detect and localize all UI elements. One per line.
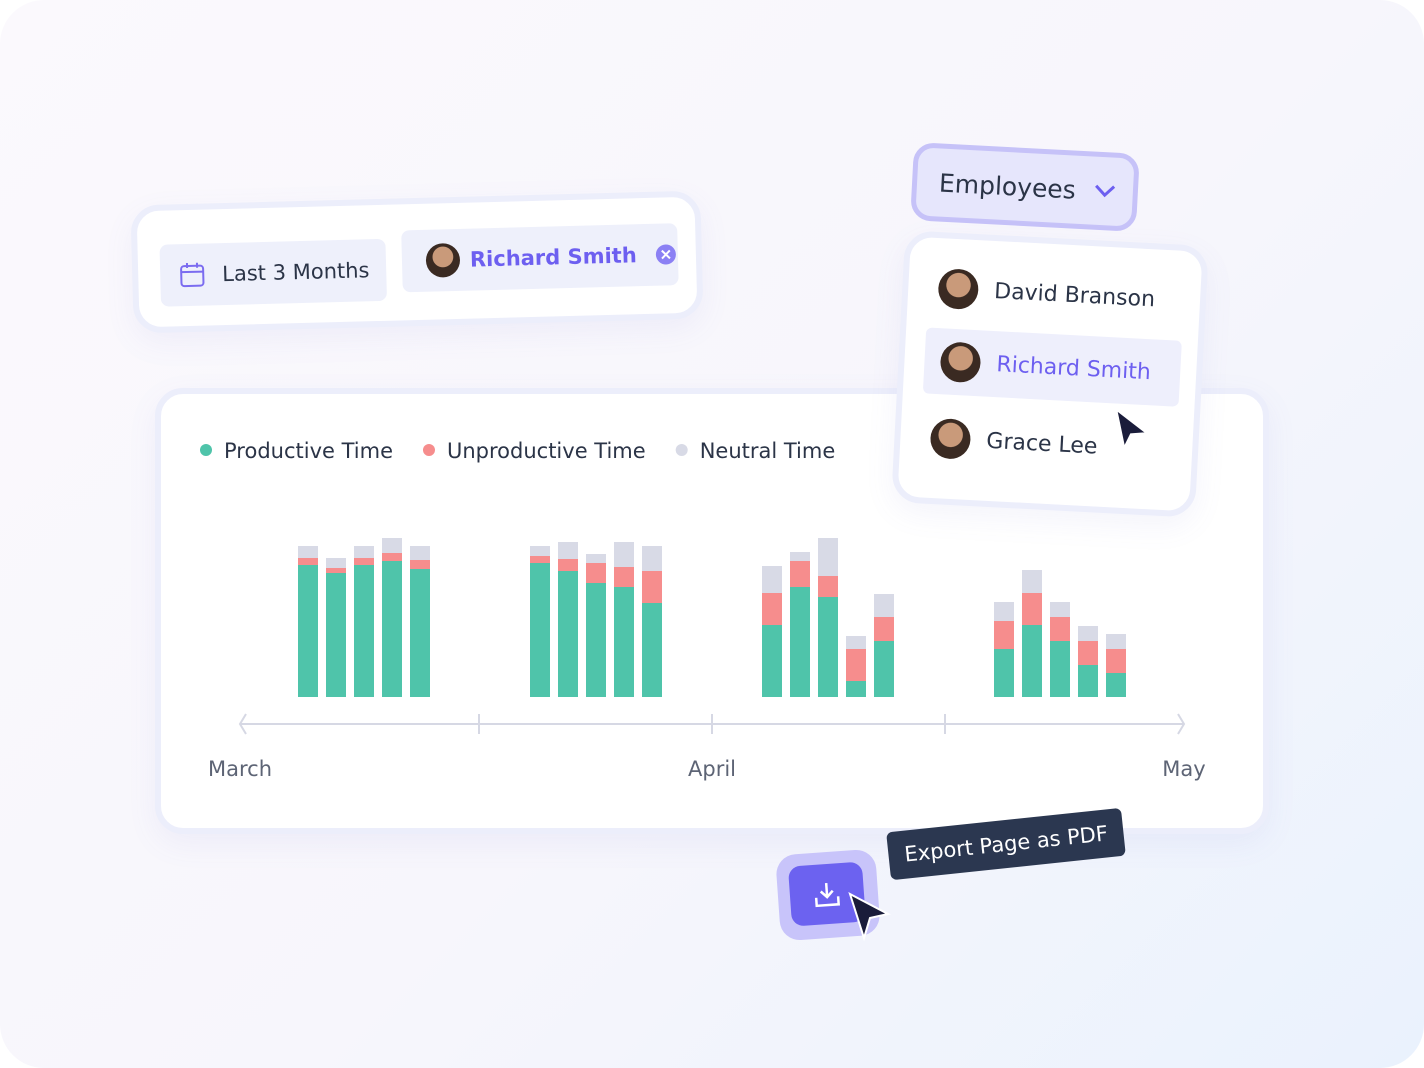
axis-arrow bbox=[238, 713, 247, 735]
bar-segment bbox=[994, 602, 1014, 621]
bar-segment bbox=[586, 563, 606, 583]
bar-segment bbox=[790, 561, 810, 587]
bar-segment bbox=[298, 565, 318, 697]
bar-segment bbox=[846, 681, 866, 697]
bar-segment bbox=[614, 567, 634, 587]
bar-segment bbox=[1078, 641, 1098, 665]
date-filter[interactable]: Last 3 Months bbox=[159, 238, 388, 307]
dropdown-menu: David Branson Richard Smith Grace Lee bbox=[891, 230, 1209, 518]
x-axis-label: March bbox=[208, 757, 272, 781]
bar-segment bbox=[818, 576, 838, 597]
bar-segment bbox=[558, 559, 578, 571]
bar-segment bbox=[586, 583, 606, 697]
legend-label: Unproductive Time bbox=[447, 439, 646, 463]
menu-item-selected[interactable]: Richard Smith bbox=[922, 327, 1182, 407]
bar-segment bbox=[762, 625, 782, 697]
menu-item-label: David Branson bbox=[993, 278, 1156, 312]
bar-segment bbox=[1022, 593, 1042, 625]
bar-segment bbox=[874, 594, 894, 617]
bar-segment bbox=[762, 566, 782, 593]
avatar bbox=[929, 417, 972, 460]
bar-segment bbox=[298, 546, 318, 558]
employees-dropdown[interactable]: Employees bbox=[910, 142, 1140, 232]
bar-segment bbox=[642, 571, 662, 603]
dropdown-label: Employees bbox=[938, 168, 1077, 205]
bar-segment bbox=[614, 542, 634, 567]
bar-segment bbox=[790, 587, 810, 697]
menu-item[interactable]: Grace Lee bbox=[929, 417, 1099, 467]
filter-bar: Last 3 Months Richard Smith bbox=[130, 190, 704, 334]
bar-segment bbox=[382, 538, 402, 553]
bar-segment bbox=[1022, 570, 1042, 593]
bar-segment bbox=[354, 546, 374, 558]
bar-segment bbox=[1050, 617, 1070, 641]
bar-segment bbox=[530, 563, 550, 697]
bar-segment bbox=[354, 565, 374, 697]
bar-segment bbox=[354, 558, 374, 565]
bar-segment bbox=[846, 636, 866, 649]
calendar-icon bbox=[180, 262, 205, 288]
bar-segment bbox=[994, 621, 1014, 649]
bar-segment bbox=[382, 561, 402, 697]
bar-segment bbox=[1106, 673, 1126, 697]
chevron bbox=[1094, 184, 1115, 198]
bar-segment bbox=[762, 593, 782, 625]
export-button-inner bbox=[787, 861, 866, 927]
x-axis-label: April bbox=[688, 757, 736, 781]
bar-segment bbox=[818, 538, 838, 576]
bar-segment bbox=[382, 553, 402, 561]
bar-segment bbox=[642, 603, 662, 697]
bar-segment bbox=[298, 558, 318, 565]
legend-label: Neutral Time bbox=[700, 439, 836, 463]
bar-segment bbox=[874, 617, 894, 641]
bar-segment bbox=[586, 554, 606, 563]
export-button[interactable] bbox=[775, 848, 881, 942]
bar-segment bbox=[874, 641, 894, 697]
bar-segment bbox=[530, 556, 550, 563]
legend-label: Productive Time bbox=[224, 439, 393, 463]
remove-icon[interactable] bbox=[654, 243, 677, 266]
bar-segment bbox=[818, 597, 838, 697]
bar-segment bbox=[326, 568, 346, 573]
legend-marker bbox=[422, 444, 435, 456]
bar-segment bbox=[558, 542, 578, 559]
date-filter-label: Last 3 Months bbox=[221, 258, 370, 287]
axis-arrow bbox=[1177, 713, 1186, 735]
avatar bbox=[939, 341, 982, 384]
legend-marker bbox=[200, 444, 212, 456]
employee-filter-label: Richard Smith bbox=[469, 243, 638, 272]
bar-segment bbox=[326, 558, 346, 568]
legend-marker bbox=[675, 444, 688, 456]
bar-segment bbox=[642, 546, 662, 571]
bar-segment bbox=[1078, 665, 1098, 697]
menu-item-label: Grace Lee bbox=[985, 428, 1099, 460]
bar-segment bbox=[790, 552, 810, 561]
cursor bbox=[1114, 407, 1150, 452]
bar-segment bbox=[1106, 634, 1126, 649]
bar-segment bbox=[614, 587, 634, 697]
bar-segment bbox=[1050, 602, 1070, 617]
bar-segment bbox=[410, 546, 430, 560]
menu-item-label: Richard Smith bbox=[995, 351, 1152, 385]
bar-segment bbox=[326, 573, 346, 697]
bar-segment bbox=[1106, 649, 1126, 673]
bar-segment bbox=[558, 571, 578, 697]
bar-segment bbox=[994, 649, 1014, 697]
avatar bbox=[937, 268, 980, 311]
bar-segment bbox=[410, 569, 430, 697]
avatar bbox=[425, 242, 461, 278]
download-icon bbox=[814, 883, 841, 908]
bar-segment bbox=[530, 546, 550, 556]
menu-item[interactable]: David Branson bbox=[937, 268, 1156, 319]
x-axis-label: May bbox=[1162, 757, 1205, 781]
employee-filter[interactable]: Richard Smith bbox=[401, 223, 679, 293]
bar-segment bbox=[410, 560, 430, 569]
bar-segment bbox=[1078, 626, 1098, 641]
bar-segment bbox=[1050, 641, 1070, 697]
bar-segment bbox=[846, 649, 866, 681]
bar-segment bbox=[1022, 625, 1042, 697]
cursor bbox=[848, 892, 891, 942]
